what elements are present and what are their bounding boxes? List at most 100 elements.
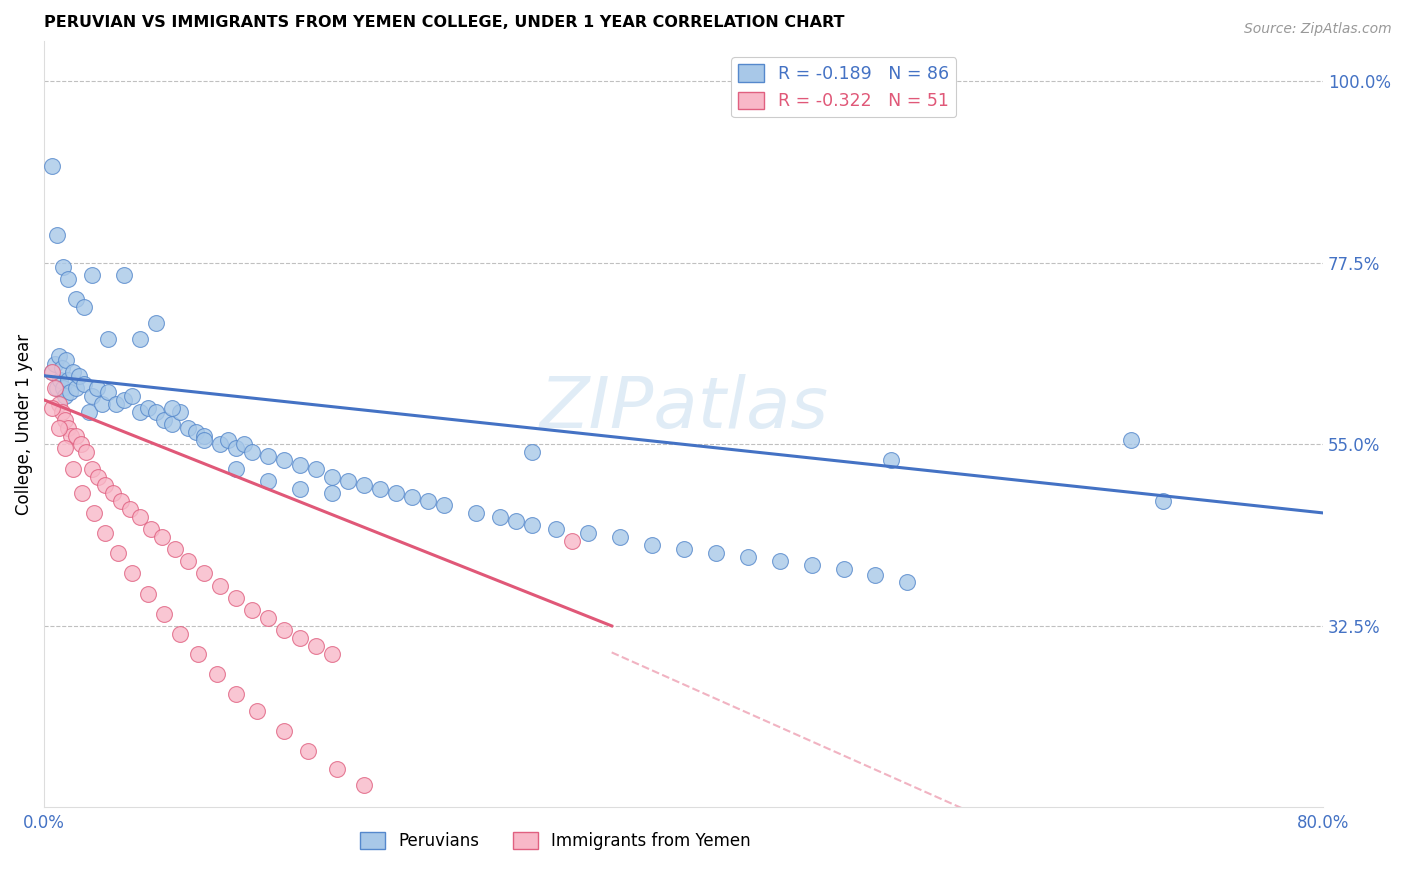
Point xyxy=(233,437,256,451)
Point xyxy=(488,510,510,524)
Point xyxy=(1121,434,1143,448)
Point xyxy=(90,397,112,411)
Point xyxy=(353,477,375,491)
Point xyxy=(145,405,167,419)
Point xyxy=(56,373,79,387)
Point xyxy=(129,510,152,524)
Point xyxy=(45,381,67,395)
Point xyxy=(288,458,311,472)
Point xyxy=(832,562,855,576)
Point xyxy=(160,417,183,432)
Point xyxy=(59,384,82,399)
Point xyxy=(41,365,63,379)
Point xyxy=(41,159,63,173)
Point xyxy=(73,300,96,314)
Point xyxy=(321,485,343,500)
Point xyxy=(160,401,183,415)
Point xyxy=(48,349,70,363)
Point xyxy=(800,558,823,573)
Point xyxy=(896,574,918,589)
Point xyxy=(187,647,209,661)
Point xyxy=(321,469,343,483)
Point xyxy=(112,268,135,282)
Point xyxy=(704,546,727,560)
Point xyxy=(152,530,174,544)
Text: PERUVIAN VS IMMIGRANTS FROM YEMEN COLLEGE, UNDER 1 YEAR CORRELATION CHART: PERUVIAN VS IMMIGRANTS FROM YEMEN COLLEG… xyxy=(44,15,845,30)
Point xyxy=(41,365,63,379)
Point xyxy=(208,437,231,451)
Point xyxy=(225,442,247,456)
Point xyxy=(737,550,759,565)
Text: Source: ZipAtlas.com: Source: ZipAtlas.com xyxy=(1244,22,1392,37)
Point xyxy=(51,405,73,419)
Point xyxy=(153,607,176,621)
Point xyxy=(53,389,76,403)
Point xyxy=(41,401,63,415)
Point xyxy=(205,667,228,681)
Point xyxy=(94,526,117,541)
Point xyxy=(101,485,124,500)
Point xyxy=(80,461,103,475)
Point xyxy=(80,268,103,282)
Point xyxy=(48,421,70,435)
Point xyxy=(193,429,215,443)
Point xyxy=(169,627,191,641)
Point xyxy=(880,453,903,467)
Point xyxy=(225,591,247,605)
Point xyxy=(53,442,76,456)
Point xyxy=(401,490,423,504)
Point xyxy=(44,381,66,395)
Point xyxy=(110,493,132,508)
Point xyxy=(136,586,159,600)
Point xyxy=(368,482,391,496)
Point xyxy=(77,405,100,419)
Point xyxy=(165,542,187,557)
Point xyxy=(240,445,263,459)
Point xyxy=(94,477,117,491)
Point xyxy=(70,437,93,451)
Point xyxy=(107,546,129,560)
Point xyxy=(273,723,295,738)
Point xyxy=(55,352,77,367)
Legend: R = -0.189   N = 86, R = -0.322   N = 51: R = -0.189 N = 86, R = -0.322 N = 51 xyxy=(731,57,956,118)
Point xyxy=(257,474,280,488)
Point xyxy=(141,522,163,536)
Text: ZIPatlas: ZIPatlas xyxy=(538,375,828,443)
Point xyxy=(433,498,456,512)
Point xyxy=(52,381,75,395)
Point xyxy=(136,401,159,415)
Point xyxy=(464,506,486,520)
Point xyxy=(65,381,87,395)
Point xyxy=(561,534,583,549)
Point xyxy=(640,538,662,552)
Point xyxy=(208,578,231,592)
Point xyxy=(273,453,295,467)
Point xyxy=(240,603,263,617)
Point xyxy=(120,502,142,516)
Point xyxy=(305,461,328,475)
Point xyxy=(225,688,247,702)
Point xyxy=(80,389,103,403)
Point xyxy=(52,260,75,274)
Point xyxy=(336,474,359,488)
Point xyxy=(305,639,328,653)
Point xyxy=(153,413,176,427)
Point xyxy=(129,405,152,419)
Point xyxy=(75,445,97,459)
Point xyxy=(62,365,84,379)
Point xyxy=(51,360,73,375)
Point xyxy=(129,333,152,347)
Point xyxy=(112,392,135,407)
Point xyxy=(83,506,105,520)
Point xyxy=(44,357,66,371)
Point xyxy=(45,227,67,242)
Point xyxy=(72,485,94,500)
Point xyxy=(273,623,295,637)
Point xyxy=(97,384,120,399)
Point xyxy=(1152,493,1174,508)
Point xyxy=(288,631,311,645)
Point xyxy=(145,316,167,330)
Y-axis label: College, Under 1 year: College, Under 1 year xyxy=(15,334,32,515)
Point xyxy=(97,333,120,347)
Point xyxy=(321,647,343,661)
